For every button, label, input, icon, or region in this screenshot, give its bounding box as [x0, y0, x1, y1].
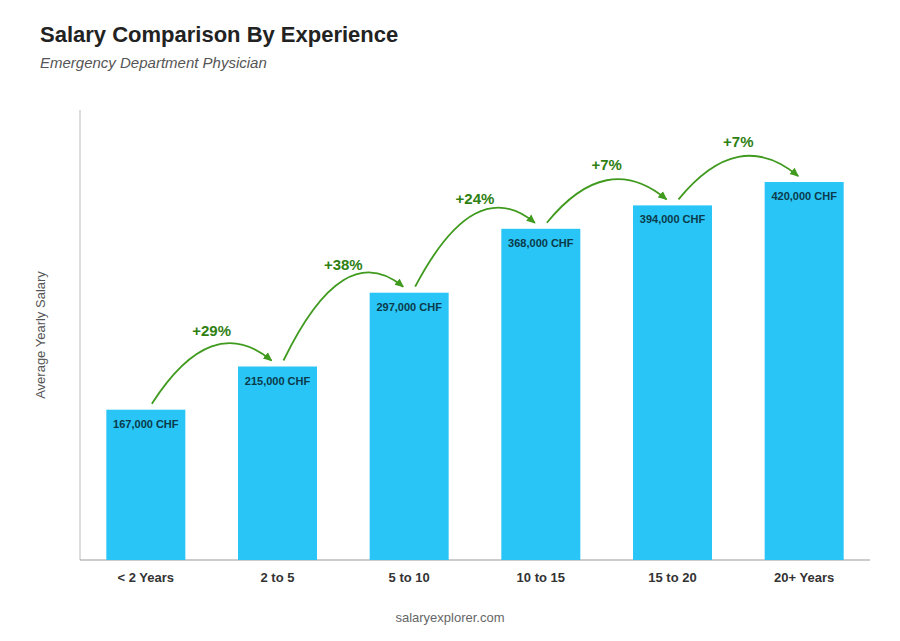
title: Salary Comparison By Experience — [40, 22, 398, 47]
x-tick-label: 2 to 5 — [261, 570, 295, 585]
subtitle: Emergency Department Physician — [40, 54, 267, 71]
data-label: 297,000 CHF — [376, 301, 442, 313]
x-tick-label: 5 to 10 — [389, 570, 430, 585]
annotation: +38% — [324, 256, 363, 273]
data-label: 167,000 CHF — [113, 418, 179, 430]
data-label: 215,000 CHF — [245, 375, 311, 387]
change-arrow — [547, 179, 667, 223]
annotation: +7% — [591, 156, 621, 173]
x-axis-line — [80, 560, 870, 561]
chart-container: Salary Comparison By Experience Emergency… — [0, 0, 900, 641]
bar — [370, 293, 449, 560]
x-tick-label: 20+ Years — [774, 570, 834, 585]
bar — [501, 229, 580, 560]
change-arrow — [284, 272, 404, 360]
x-tick-label: 10 to 15 — [517, 570, 565, 585]
data-label: 394,000 CHF — [640, 213, 706, 225]
change-arrow — [679, 156, 799, 200]
bar — [765, 182, 844, 560]
source: salaryexplorer.com — [395, 610, 504, 625]
data-label: 420,000 CHF — [771, 190, 837, 202]
annotation: +29% — [192, 322, 231, 339]
annotation: +24% — [456, 190, 495, 207]
chart-svg: Salary Comparison By Experience Emergency… — [0, 0, 900, 641]
change-arrow — [152, 343, 272, 404]
change-arrow — [415, 208, 535, 287]
bars — [106, 182, 843, 560]
annotation: +7% — [723, 133, 753, 150]
x-tick-label: 15 to 20 — [648, 570, 696, 585]
bar — [238, 367, 317, 561]
x-tick-label: < 2 Years — [118, 570, 175, 585]
y-axis-line — [80, 110, 81, 560]
bar — [633, 205, 712, 560]
data-label: 368,000 CHF — [508, 237, 574, 249]
bar — [106, 410, 185, 560]
y-axis-label: Average Yearly Salary — [33, 271, 48, 399]
